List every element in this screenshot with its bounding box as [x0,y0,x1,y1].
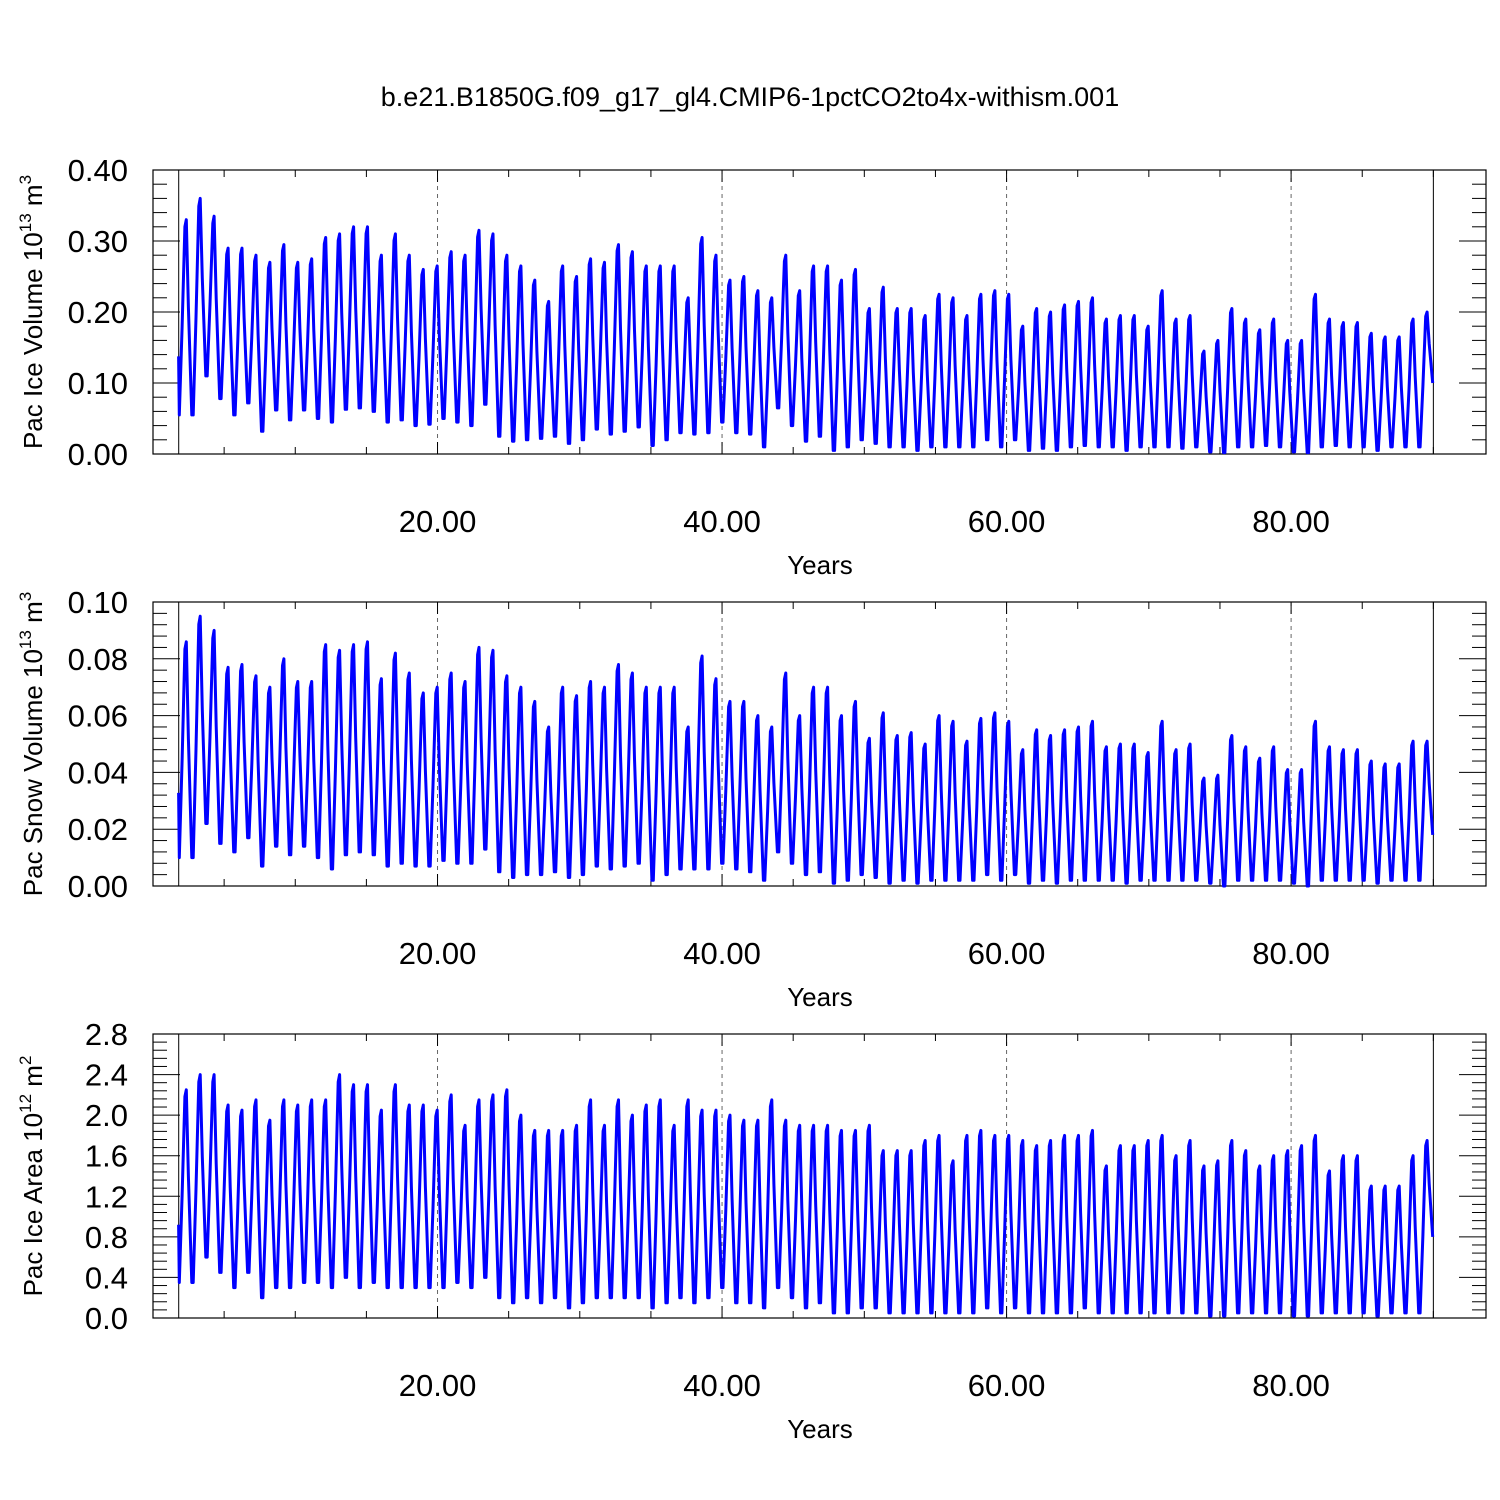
x-tick-label: 20.00 [399,1368,477,1403]
y-tick-label: 0.00 [68,869,128,904]
plot-frame [152,601,1487,887]
chart-panel-3: 20.00 40.00 60.00 80.00 Years 0.0 0.4 0.8 1.2 1.6… [16,1017,1487,1444]
x-tick-label: 20.00 [399,936,477,971]
series-line [177,196,1435,455]
y-tick-label: 0.08 [68,642,128,677]
x-tick-label: 40.00 [683,936,761,971]
y-axis-label: Pac Snow Volume 1013 m3 [16,592,48,896]
x-tick-label: 60.00 [968,936,1046,971]
series-line [177,1073,1435,1318]
y-tick-label: 2.8 [85,1017,128,1052]
x-axis-label: Years [787,982,853,1012]
y-tick-label: 0.4 [85,1260,128,1295]
x-tick-label: 60.00 [968,504,1046,539]
y-tick-label: 2.4 [85,1058,128,1093]
x-tick-label: 80.00 [1252,1368,1330,1403]
y-axis-label: Pac Ice Area 1012 m2 [16,1056,48,1297]
y-tick-label: 0.8 [85,1220,128,1255]
x-tick-label: 80.00 [1252,504,1330,539]
y-tick-label: 0.04 [68,755,128,790]
y-tick-label: 0.00 [68,437,128,472]
x-tick-label: 60.00 [968,1368,1046,1403]
y-tick-label: 0.20 [68,295,128,330]
chart-panel-1: 20.00 40.00 60.00 80.00 Years 0.00 0.10 0.20 0.3… [16,153,1487,580]
y-tick-label: 0.10 [68,585,128,620]
y-tick-label: 0.06 [68,699,128,734]
x-tick-label: 40.00 [683,504,761,539]
y-tick-label: 0.30 [68,224,128,259]
y-axis-label: Pac Ice Volume 1013 m3 [16,175,48,449]
x-tick-label: 20.00 [399,504,477,539]
x-axis-label: Years [787,550,853,580]
y-tick-label: 0.10 [68,366,128,401]
y-tick-label: 1.6 [85,1139,128,1174]
y-tick-label: 2.0 [85,1098,128,1133]
y-tick-label: 0.0 [85,1301,128,1336]
y-tick-label: 0.02 [68,812,128,847]
series-line [177,614,1435,888]
plot-frame [152,1033,1487,1319]
x-tick-label: 40.00 [683,1368,761,1403]
x-axis-label: Years [787,1414,853,1444]
chart-panel-2: 20.00 40.00 60.00 80.00 Years 0.00 0.02 0.04 0.0… [16,585,1487,1012]
y-tick-label: 0.40 [68,153,128,188]
y-tick-label: 1.2 [85,1179,128,1214]
figure-title: b.e21.B1850G.f09_g17_gl4.CMIP6-1pctCO2to… [380,82,1120,112]
x-tick-label: 80.00 [1252,936,1330,971]
